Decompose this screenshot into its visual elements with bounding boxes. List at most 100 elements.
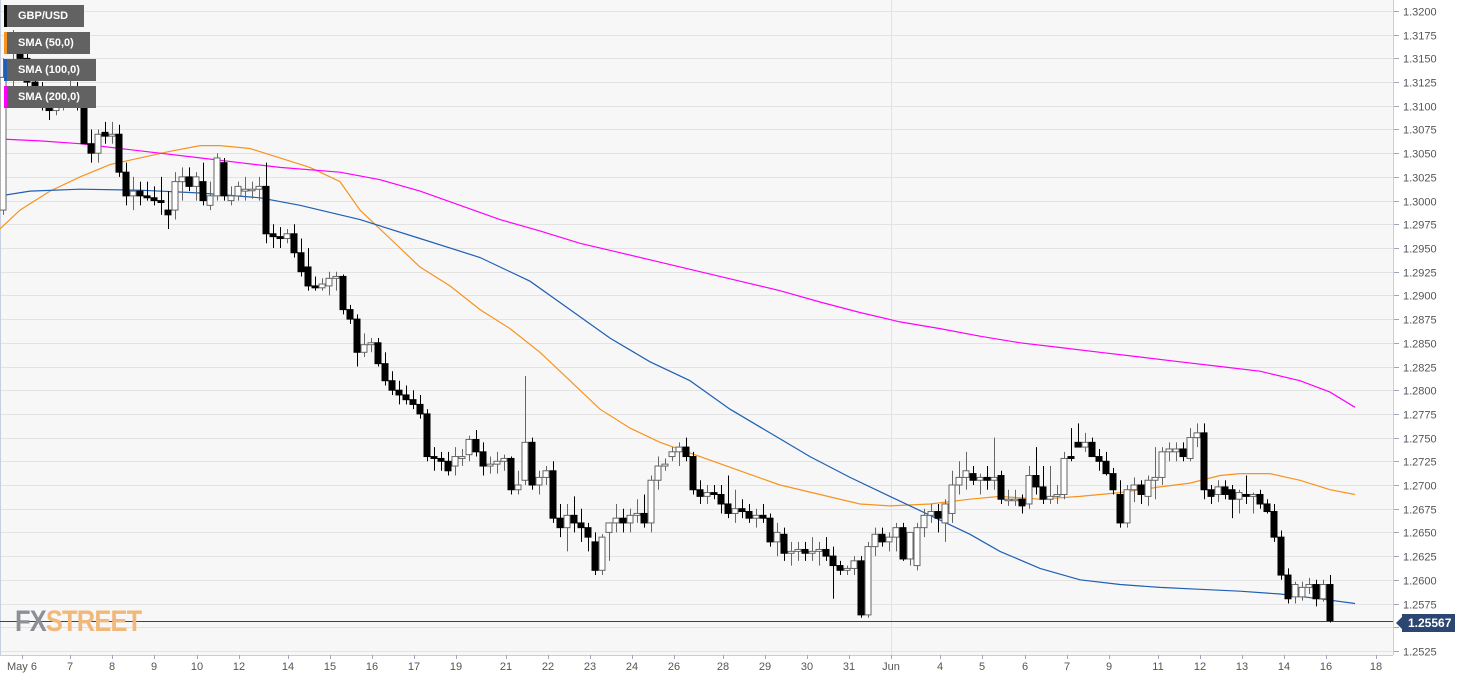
candle-bearish xyxy=(374,342,382,365)
legend-label: GBP/USD xyxy=(18,10,69,22)
legend-swatch-magenta xyxy=(4,86,7,108)
y-tick-label: 1.2625 xyxy=(1403,552,1437,564)
y-tick-label: 1.3025 xyxy=(1403,173,1437,185)
candle-bearish xyxy=(122,171,130,197)
candle-bearish xyxy=(745,511,753,519)
sma-line xyxy=(0,145,1356,507)
x-tick-label: 16 xyxy=(1320,661,1332,673)
candle-bearish xyxy=(584,527,592,538)
candle-bullish xyxy=(850,560,858,569)
y-tick-label: 1.2950 xyxy=(1403,244,1437,256)
candle-bearish xyxy=(199,181,207,202)
candle-bearish xyxy=(472,438,480,453)
candle-bearish xyxy=(780,533,788,554)
candle-bearish xyxy=(444,460,452,472)
candle-bullish xyxy=(360,344,368,353)
logo-street: STREET xyxy=(45,605,142,638)
candle-bullish xyxy=(654,465,662,481)
candle-bullish xyxy=(815,548,823,552)
candle-bearish xyxy=(1137,484,1145,495)
x-tick-label: 18 xyxy=(1370,661,1382,673)
candle-bullish xyxy=(794,548,802,552)
legend-sma-100[interactable]: SMA (100,0) xyxy=(4,59,96,81)
y-tick-label: 1.2600 xyxy=(1403,576,1437,588)
fxstreet-logo: FXSTREET xyxy=(15,605,142,638)
candle-bullish xyxy=(927,511,935,516)
y-tick-label: 1.3125 xyxy=(1403,78,1437,90)
y-tick-label: 1.2800 xyxy=(1403,386,1437,398)
candle-bullish xyxy=(1298,586,1306,598)
x-tick-label: 9 xyxy=(1106,661,1112,673)
candle-bullish xyxy=(1305,584,1313,588)
last-price-tag: 1.25567 xyxy=(1395,614,1456,632)
candle-bullish xyxy=(787,550,795,554)
candle-bullish xyxy=(227,195,235,202)
candle-bearish xyxy=(409,399,417,405)
candle-bearish xyxy=(766,517,774,543)
candle-bullish xyxy=(283,233,291,240)
candle-bullish xyxy=(962,470,970,478)
candle-bearish xyxy=(262,185,270,235)
candle-bullish xyxy=(1081,441,1089,448)
candle-bullish xyxy=(514,484,522,491)
candle-bullish xyxy=(906,531,914,560)
candle-bullish xyxy=(0,76,7,211)
candle-bearish xyxy=(1207,489,1215,497)
candle-bearish xyxy=(1039,486,1047,500)
candle-bearish xyxy=(878,533,886,543)
candle-bullish xyxy=(1291,584,1299,598)
candle-bullish xyxy=(913,527,921,567)
candle-bullish xyxy=(598,536,606,571)
candle-bullish xyxy=(752,514,760,519)
candle-bullish xyxy=(458,456,466,459)
candle-bullish xyxy=(1172,448,1180,453)
y-tick-label: 1.3000 xyxy=(1403,197,1437,209)
legend-sma-50[interactable]: SMA (50,0) xyxy=(4,32,90,54)
candle-bullish xyxy=(605,522,613,533)
x-tick-label: 5 xyxy=(979,661,985,673)
candle-bullish xyxy=(325,277,333,287)
candle-bullish xyxy=(703,492,711,497)
candle-bearish xyxy=(1312,584,1320,600)
candle-bullish xyxy=(108,133,116,137)
candle-bearish xyxy=(423,413,431,458)
y-tick-label: 1.2925 xyxy=(1403,268,1437,280)
candle-bullish xyxy=(178,176,186,183)
x-tick-label: 30 xyxy=(801,661,813,673)
candle-bullish xyxy=(1123,489,1131,524)
legend-swatch-blue xyxy=(4,59,7,81)
candle-bullish xyxy=(234,185,242,197)
plot-area xyxy=(0,0,1393,655)
legend-swatch-orange xyxy=(4,32,7,54)
legend-swatch-black xyxy=(4,5,7,27)
candle-bullish xyxy=(1158,451,1166,478)
candle-bullish xyxy=(465,438,473,456)
candle-bearish xyxy=(997,475,1005,500)
candle-bullish xyxy=(731,508,739,514)
candle-bullish xyxy=(990,476,998,481)
y-tick-label: 1.2700 xyxy=(1403,481,1437,493)
y-tick-label: 1.3075 xyxy=(1403,125,1437,137)
candle-bearish xyxy=(640,512,648,524)
legend-gbpusd[interactable]: GBP/USD xyxy=(4,5,84,27)
y-tick-label: 1.2750 xyxy=(1403,434,1437,446)
candle-bearish xyxy=(346,309,354,320)
y-tick-label: 1.3175 xyxy=(1403,31,1437,43)
legend-label: SMA (100,0) xyxy=(18,64,80,76)
candle-bullish xyxy=(647,479,655,524)
candle-bullish xyxy=(1165,448,1173,453)
candle-bullish xyxy=(248,188,256,192)
candle-bearish xyxy=(157,200,165,203)
candle-bearish xyxy=(395,389,403,396)
candle-bearish xyxy=(682,446,690,458)
candle-bearish xyxy=(388,380,396,391)
candle-bearish xyxy=(164,209,172,216)
legend-sma-200[interactable]: SMA (200,0) xyxy=(4,86,96,108)
candle-bullish xyxy=(451,456,459,467)
x-tick-label: 21 xyxy=(500,661,512,673)
candle-bearish xyxy=(87,143,95,154)
candle-bearish xyxy=(899,527,907,560)
candle-bullish xyxy=(500,457,508,462)
